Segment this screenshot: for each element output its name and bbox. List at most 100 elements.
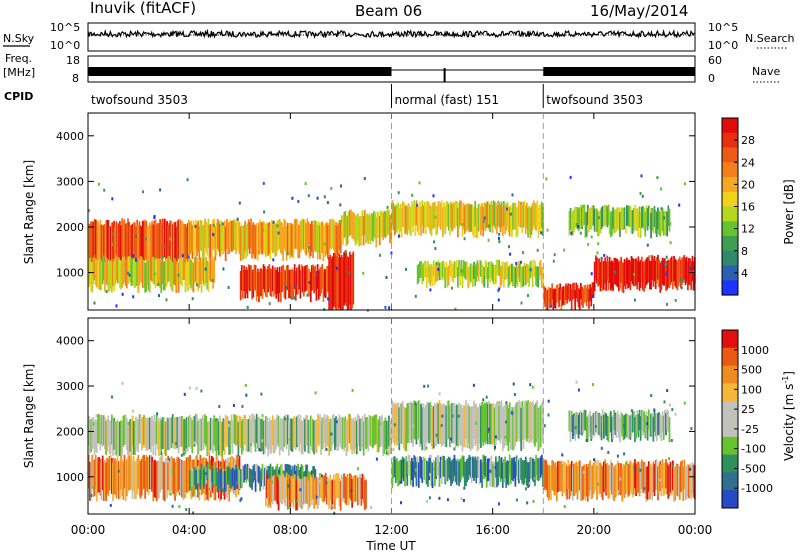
data-cell <box>252 413 255 443</box>
data-cell <box>255 463 258 480</box>
data-cell <box>268 477 271 506</box>
data-cell <box>293 416 296 447</box>
data-cell <box>231 220 234 252</box>
data-cell <box>129 256 132 283</box>
data-cell <box>626 460 628 491</box>
data-cell <box>426 267 428 289</box>
data-cell <box>313 479 316 509</box>
data-cell <box>330 480 333 510</box>
data-cell <box>469 456 472 479</box>
data-cell <box>682 466 685 501</box>
data-cell <box>280 272 282 303</box>
data-cell <box>92 257 95 285</box>
data-cell <box>330 432 333 436</box>
data-cell <box>552 289 555 310</box>
data-cell <box>159 260 162 289</box>
data-cell <box>608 464 611 498</box>
data-cell <box>541 402 543 443</box>
data-cell <box>191 297 194 301</box>
data-cell <box>130 455 133 490</box>
data-cell <box>418 181 421 185</box>
data-cell <box>487 224 490 228</box>
data-cell <box>129 419 132 452</box>
data-cell <box>431 462 434 489</box>
data-cell <box>128 256 130 282</box>
data-cell <box>466 406 468 449</box>
data-cell <box>189 222 191 255</box>
data-cell <box>347 256 350 310</box>
data-cell <box>531 401 534 440</box>
data-cell <box>436 205 439 235</box>
data-cell <box>558 460 560 491</box>
data-cell <box>361 210 364 236</box>
data-cell <box>268 222 271 254</box>
data-cell <box>98 260 101 289</box>
data-cell <box>486 458 489 482</box>
data-cell <box>527 294 529 297</box>
data-cell <box>526 461 528 486</box>
data-cell <box>331 218 334 248</box>
data-cell <box>194 219 197 250</box>
data-cell <box>143 454 145 489</box>
data-cell <box>153 414 156 445</box>
cpid-segment-label: normal (fast) 151 <box>395 93 499 107</box>
data-cell <box>519 263 521 283</box>
data-cell <box>582 204 585 208</box>
data-cell <box>482 476 485 480</box>
data-cell <box>289 465 291 482</box>
data-cell <box>484 260 487 277</box>
data-cell <box>555 466 558 502</box>
data-cell <box>516 458 519 481</box>
data-cell <box>543 285 546 304</box>
data-cell <box>599 209 602 234</box>
data-cell <box>434 403 436 444</box>
data-cell <box>171 224 174 267</box>
data-cell <box>234 470 236 491</box>
data-cell <box>290 475 293 503</box>
data-cell <box>649 465 651 499</box>
data-cell <box>319 473 321 498</box>
data-cell <box>654 413 657 437</box>
data-cell <box>204 466 206 484</box>
data-cell <box>485 261 488 279</box>
data-cell <box>512 407 514 451</box>
data-cell <box>575 380 578 384</box>
data-cell <box>103 188 106 192</box>
data-cell <box>305 223 308 256</box>
data-cell <box>282 474 285 500</box>
data-cell <box>490 403 493 444</box>
data-cell <box>369 415 372 447</box>
data-cell <box>160 455 163 490</box>
data-cell <box>615 258 618 286</box>
data-cell <box>631 257 634 285</box>
data-cell <box>386 209 389 235</box>
data-cell <box>509 264 512 283</box>
data-cell <box>396 404 398 446</box>
data-cell <box>207 262 210 292</box>
data-cell <box>392 402 395 443</box>
data-cell <box>615 463 618 497</box>
data-cell <box>404 407 406 451</box>
data-cell <box>251 225 253 259</box>
data-cell <box>102 225 105 269</box>
data-cell <box>111 395 113 399</box>
data-cell <box>642 206 644 228</box>
data-cell <box>536 457 539 481</box>
data-cell <box>493 407 496 451</box>
data-cell <box>498 455 501 477</box>
data-cell <box>399 403 402 444</box>
data-cell <box>266 417 268 449</box>
data-cell <box>598 211 601 236</box>
data-cell <box>300 220 303 251</box>
data-cell <box>658 259 660 287</box>
data-cell <box>512 203 514 230</box>
data-cell <box>157 223 159 265</box>
data-cell <box>535 265 537 286</box>
data-cell <box>221 421 224 456</box>
data-cell <box>651 466 654 501</box>
data-cell <box>533 477 536 480</box>
data-cell <box>299 414 302 445</box>
data-cell <box>547 466 550 501</box>
data-cell <box>148 262 151 293</box>
